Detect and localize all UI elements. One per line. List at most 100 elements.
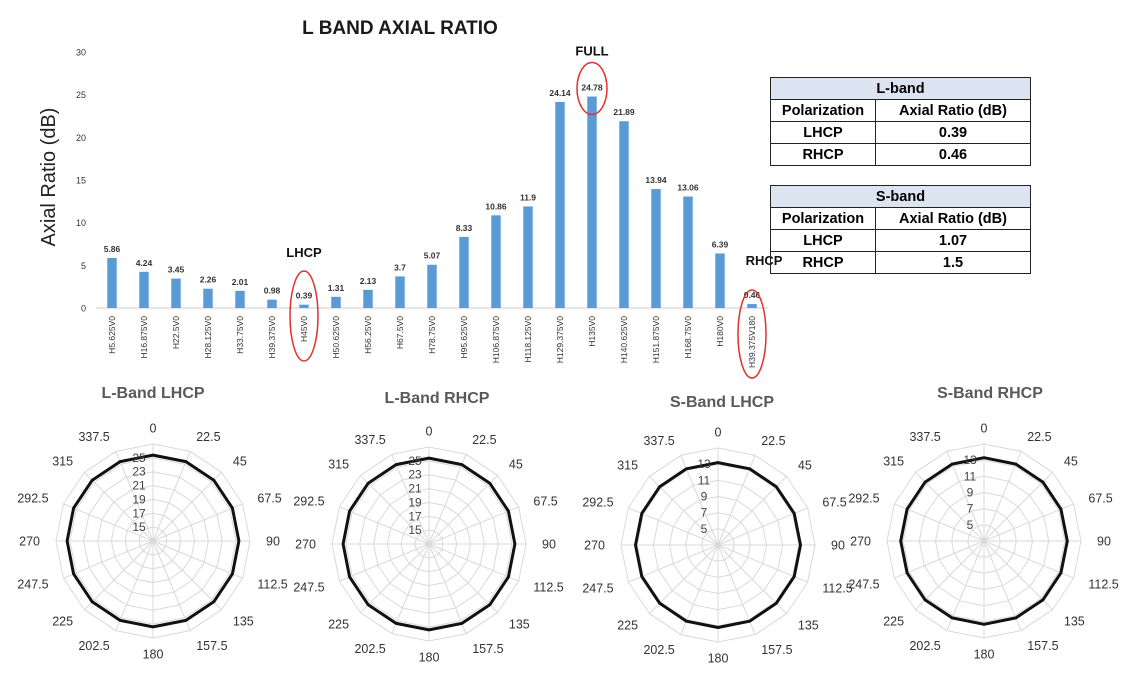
radar-angle-label: 337.5 xyxy=(909,430,940,444)
bar xyxy=(427,264,437,308)
radar-angle-label: 0 xyxy=(426,425,433,439)
radar-spoke xyxy=(360,475,430,545)
radar-spoke xyxy=(894,540,985,579)
radar-spoke xyxy=(360,543,430,613)
radar-spoke xyxy=(428,454,467,545)
radar-spoke xyxy=(428,506,519,545)
bar xyxy=(523,206,533,308)
s-band-row-rhcp-label: RHCP xyxy=(770,251,876,274)
l-band-table: L-band Polarization Axial Ratio (dB) LHCP… xyxy=(770,77,1031,166)
radar-spoke xyxy=(983,503,1074,542)
radar-angle-label: 315 xyxy=(52,455,73,469)
radar-angle-label: 112.5 xyxy=(1088,578,1118,592)
bar-category-label: H50.625V0 xyxy=(331,316,341,359)
radar-spoke xyxy=(428,543,467,634)
radar-angle-label: 225 xyxy=(617,618,638,632)
bar-category-label: H106.875V0 xyxy=(491,316,501,364)
radar-spoke xyxy=(339,506,430,545)
radar-r-tick-label: 21 xyxy=(408,482,422,496)
radar-angle-label: 0 xyxy=(981,422,988,436)
radar-angle-label: 112.5 xyxy=(822,582,852,596)
bar-value-label: 13.94 xyxy=(645,175,667,185)
bar xyxy=(555,102,565,308)
radar-r-tick-label: 15 xyxy=(132,520,146,534)
bar-value-label: 5.07 xyxy=(424,251,441,261)
bar-value-label: 11.9 xyxy=(520,192,536,202)
bar xyxy=(491,215,501,308)
radar-angle-label: 225 xyxy=(328,617,349,631)
radar-angle-label: 45 xyxy=(1064,455,1078,469)
radar-r-tick-label: 17 xyxy=(132,506,146,520)
radar-r-tick-label: 23 xyxy=(408,468,422,482)
bar-value-label: 1.31 xyxy=(328,283,345,293)
radar-spoke xyxy=(152,503,243,542)
s-band-row-rhcp-value: 1.5 xyxy=(875,251,1031,274)
bar xyxy=(331,296,341,308)
radar-angle-label: 157.5 xyxy=(761,643,792,657)
radar-angle-label: 90 xyxy=(542,538,556,552)
l-band-header-axial-ratio: Axial Ratio (dB) xyxy=(875,99,1031,122)
bar-category-label: H95.625V0 xyxy=(459,316,469,359)
bar-value-label: 0.98 xyxy=(264,286,281,296)
bar-chart-y-axis-label: Axial Ratio (dB) xyxy=(38,108,60,247)
radar-r-tick-label: 11 xyxy=(964,469,977,483)
radar-spoke xyxy=(680,544,719,635)
radar-angle-label: 292.5 xyxy=(848,491,879,505)
bar-category-label: H5.625V0 xyxy=(107,316,117,354)
bar xyxy=(267,299,277,308)
radar-angle-label: 157.5 xyxy=(196,639,227,653)
radar-spoke xyxy=(894,503,985,542)
radar-angle-label: 135 xyxy=(1064,614,1085,628)
bar-value-label: 8.33 xyxy=(456,223,473,233)
radar-angle-label: 202.5 xyxy=(643,643,674,657)
bar-value-label: 4.24 xyxy=(136,258,153,268)
l-band-row-rhcp-value: 0.46 xyxy=(875,143,1031,166)
bar-chart-category-labels: H5.625V0 H16.875V0 H22.5V0 H28.125V0 H33.75V… xyxy=(107,316,757,368)
bar-chart-y-tick-label: 25 xyxy=(76,90,86,100)
radar-angle-label: 247.5 xyxy=(582,582,613,596)
radar-angle-label: 315 xyxy=(883,455,904,469)
radar-angle-label: 202.5 xyxy=(909,639,940,653)
bar-category-label: H151.875V0 xyxy=(651,316,661,364)
radar-angle-label: 270 xyxy=(19,535,40,549)
l-band-table-title: L-band xyxy=(770,77,1031,100)
radar-spoke xyxy=(717,507,808,546)
radar-angle-label: 315 xyxy=(617,459,638,473)
radar-spoke xyxy=(115,451,154,542)
radar-spoke xyxy=(152,540,222,610)
radar-spoke xyxy=(915,472,985,542)
radar-spoke xyxy=(649,476,719,546)
bar-chart-y-tick-label: 0 xyxy=(81,304,86,314)
radar-r-tick-label: 15 xyxy=(408,523,422,537)
radar-spoke xyxy=(915,540,985,610)
radar-series-line xyxy=(341,456,517,632)
s-band-table-title: S-band xyxy=(770,185,1031,208)
bar-chart-y-ticks: 0 5 10 15 20 25 30 xyxy=(76,48,86,314)
radar-angle-label: 135 xyxy=(798,618,819,632)
radar-spoke xyxy=(717,544,756,635)
radar-angle-label: 67.5 xyxy=(257,491,281,505)
bar xyxy=(299,304,309,308)
bar-chart-value-labels: 5.86 4.24 3.45 2.26 2.01 0.98 0.39 1.31 2.13 3.7 5… xyxy=(104,83,761,301)
radar-angle-label: 180 xyxy=(143,648,164,662)
s-band-header-axial-ratio: Axial Ratio (dB) xyxy=(875,207,1031,230)
radar-angle-label: 337.5 xyxy=(354,433,385,447)
radar-r-tick-label: 19 xyxy=(132,492,146,506)
radar-spoke xyxy=(152,540,191,631)
radar-angle-label: 45 xyxy=(798,459,812,473)
bar-value-label: 13.06 xyxy=(677,183,699,193)
radar-angle-label: 112.5 xyxy=(257,578,287,592)
radar-spoke xyxy=(428,543,519,582)
bar-chart-y-tick-label: 30 xyxy=(76,48,86,58)
radar-angle-label: 247.5 xyxy=(293,581,324,595)
bar xyxy=(235,290,245,308)
bar xyxy=(363,289,373,308)
radar-angle-label: 135 xyxy=(509,617,530,631)
bar xyxy=(139,271,149,308)
radar-spoke xyxy=(946,540,985,631)
bar-category-label: H33.75V0 xyxy=(235,316,245,354)
bar-value-label: 2.26 xyxy=(200,275,217,285)
bar-category-label: H39.375V180 xyxy=(747,316,757,368)
radar-angle-label: 45 xyxy=(233,455,247,469)
